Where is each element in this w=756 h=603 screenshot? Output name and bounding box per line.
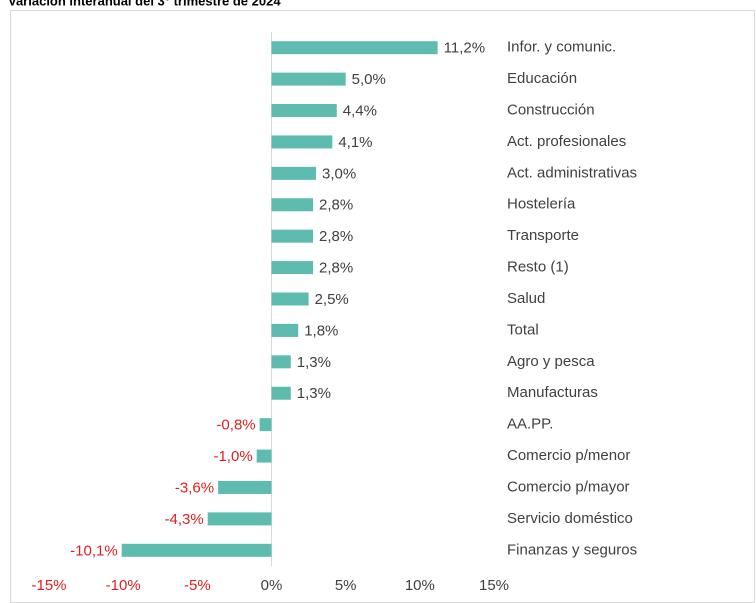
category-label: Agro y pesca (507, 353, 595, 370)
bar (271, 386, 291, 400)
category-label: Comercio p/mayor (507, 478, 630, 495)
value-label: -3,6% (175, 479, 214, 496)
value-label: -10,1% (70, 542, 118, 559)
category-label: Comercio p/menor (507, 447, 630, 464)
chart-title: Variación interanual del 3° trimestre de… (8, 0, 281, 8)
category-label: Resto (1) (507, 259, 569, 276)
category-label: Servicio doméstico (507, 510, 633, 527)
category-label: Infor. y comunic. (507, 39, 616, 56)
x-tick-label: 15% (479, 577, 509, 594)
bar (271, 229, 314, 243)
category-label: Hostelería (507, 196, 576, 213)
bar (271, 135, 333, 149)
bar (271, 104, 337, 118)
value-label: 2,8% (319, 260, 353, 277)
bar (121, 543, 272, 557)
category-label: Total (507, 321, 539, 338)
bar (259, 418, 272, 432)
value-label: 2,8% (319, 228, 353, 245)
value-label: 4,4% (343, 102, 377, 119)
bar (271, 41, 438, 55)
value-label: -1,0% (213, 448, 252, 465)
value-label: 3,0% (322, 165, 356, 182)
x-tick-label: 0% (261, 577, 283, 594)
category-label: Finanzas y seguros (507, 541, 637, 558)
bar (271, 198, 314, 212)
x-tick-label: 5% (335, 577, 357, 594)
bar (271, 292, 309, 306)
value-label: 2,8% (319, 197, 353, 214)
category-label: AA.PP. (507, 416, 553, 433)
bar (256, 449, 272, 463)
bar (271, 323, 299, 337)
x-tick-label: -10% (106, 577, 141, 594)
x-tick-label: -15% (31, 577, 66, 594)
value-label: 1,3% (297, 354, 331, 371)
category-label: Construcción (507, 101, 595, 118)
value-label: 1,8% (304, 322, 338, 339)
chart-frame (10, 10, 755, 603)
category-label: Educación (507, 70, 577, 87)
value-label: 11,2% (444, 40, 485, 57)
value-label: 4,1% (338, 134, 372, 151)
x-tick-label: 10% (405, 577, 435, 594)
value-label: 5,0% (352, 71, 386, 88)
bar (271, 355, 291, 369)
category-label: Act. administrativas (507, 164, 637, 181)
value-label: -0,8% (216, 417, 255, 434)
bar (271, 261, 314, 275)
bar (271, 166, 316, 180)
bar (207, 512, 272, 526)
bar (271, 72, 346, 86)
category-label: Salud (507, 290, 545, 307)
value-label: 1,3% (297, 385, 331, 402)
value-label: 2,5% (315, 291, 349, 308)
category-label: Transporte (507, 227, 579, 244)
bar (218, 480, 272, 494)
category-label: Act. profesionales (507, 133, 626, 150)
value-label: -4,3% (165, 511, 204, 528)
category-label: Manufacturas (507, 384, 598, 401)
x-tick-label: -5% (184, 577, 211, 594)
